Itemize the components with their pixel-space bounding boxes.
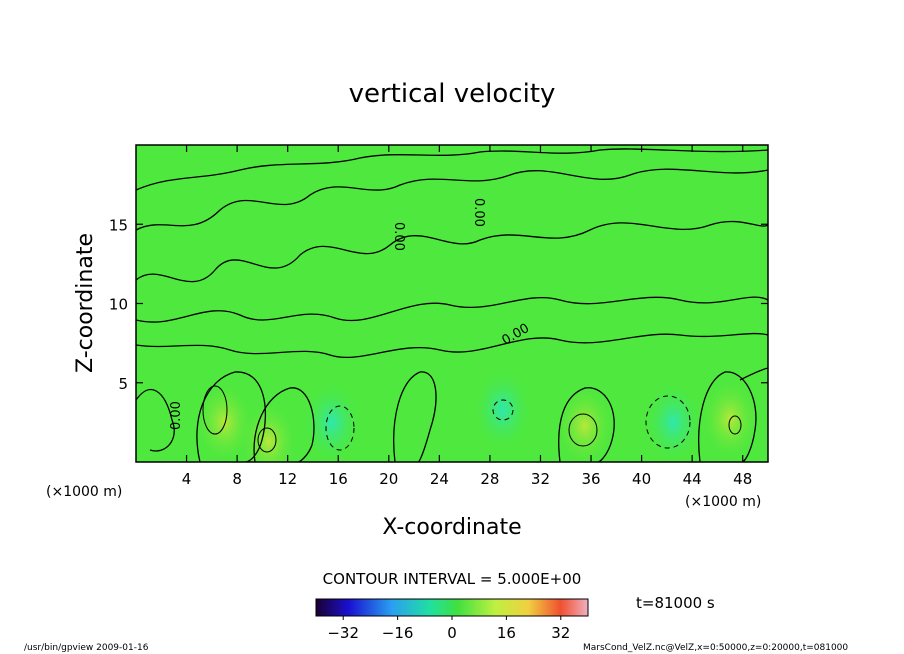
x-tick-label: 36 [581, 470, 600, 488]
x-tick-label: 28 [480, 470, 499, 488]
x-axis-label: X-coordinate [382, 515, 521, 540]
y-axis: 5 10 15 [109, 216, 768, 393]
colorbar-tick-label: −16 [382, 624, 414, 642]
x-tick-label: 40 [632, 470, 651, 488]
contour-label: 0.00 [169, 401, 184, 430]
contour-interval: CONTOUR INTERVAL = 5.000E+00 [323, 570, 582, 588]
negative-velocity-cell [643, 380, 704, 462]
time-label: t=81000 s [636, 594, 715, 612]
positive-velocity-cell [554, 383, 615, 462]
colorbar-tick-label: 32 [551, 624, 570, 642]
colorbar [315, 598, 589, 617]
x-tick-label: 48 [733, 470, 752, 488]
plot-area: 0.00 0.00 0.00 0.00 [136, 145, 768, 462]
y-axis-label: Z-coordinate [73, 233, 98, 373]
x-unit-right: (×1000 m) [685, 494, 761, 510]
footer-left: /usr/bin/gpview 2009-01-16 [24, 643, 149, 653]
x-tick-label: 20 [379, 470, 398, 488]
x-axis: 4 8 12 16 20 24 28 32 36 40 44 48 [182, 145, 752, 488]
x-tick-label: 12 [278, 470, 297, 488]
colorbar-tick-label: 0 [447, 624, 457, 642]
x-tick-label: 4 [182, 470, 192, 488]
negative-velocity-cell [472, 367, 533, 452]
contour-lines [136, 148, 768, 462]
negative-velocity-cell [301, 380, 362, 462]
contour-label: 0.00 [471, 198, 486, 227]
y-tick-label: 15 [109, 216, 128, 234]
positive-contours [202, 385, 742, 453]
colorbar-axis: −32 −16 0 16 32 [327, 616, 570, 642]
x-tick-label: 32 [531, 470, 550, 488]
colorbar-tick-label: 16 [497, 624, 516, 642]
x-tick-label: 44 [683, 470, 702, 488]
x-tick-label: 8 [232, 470, 242, 488]
x-tick-label: 16 [329, 470, 348, 488]
x-tick-label: 24 [430, 470, 449, 488]
negative-contours [325, 395, 691, 451]
x-unit-left: (×1000 m) [46, 484, 122, 500]
contour-label: 0.00 [391, 222, 406, 251]
y-tick-label: 10 [109, 296, 128, 314]
chart-title: vertical velocity [349, 79, 556, 109]
colorbar-tick-label: −32 [327, 624, 359, 642]
y-tick-label: 5 [118, 375, 128, 393]
footer-right: MarsCond_VelZ.nc@VelZ,x=0:50000,z=0:2000… [583, 643, 848, 653]
